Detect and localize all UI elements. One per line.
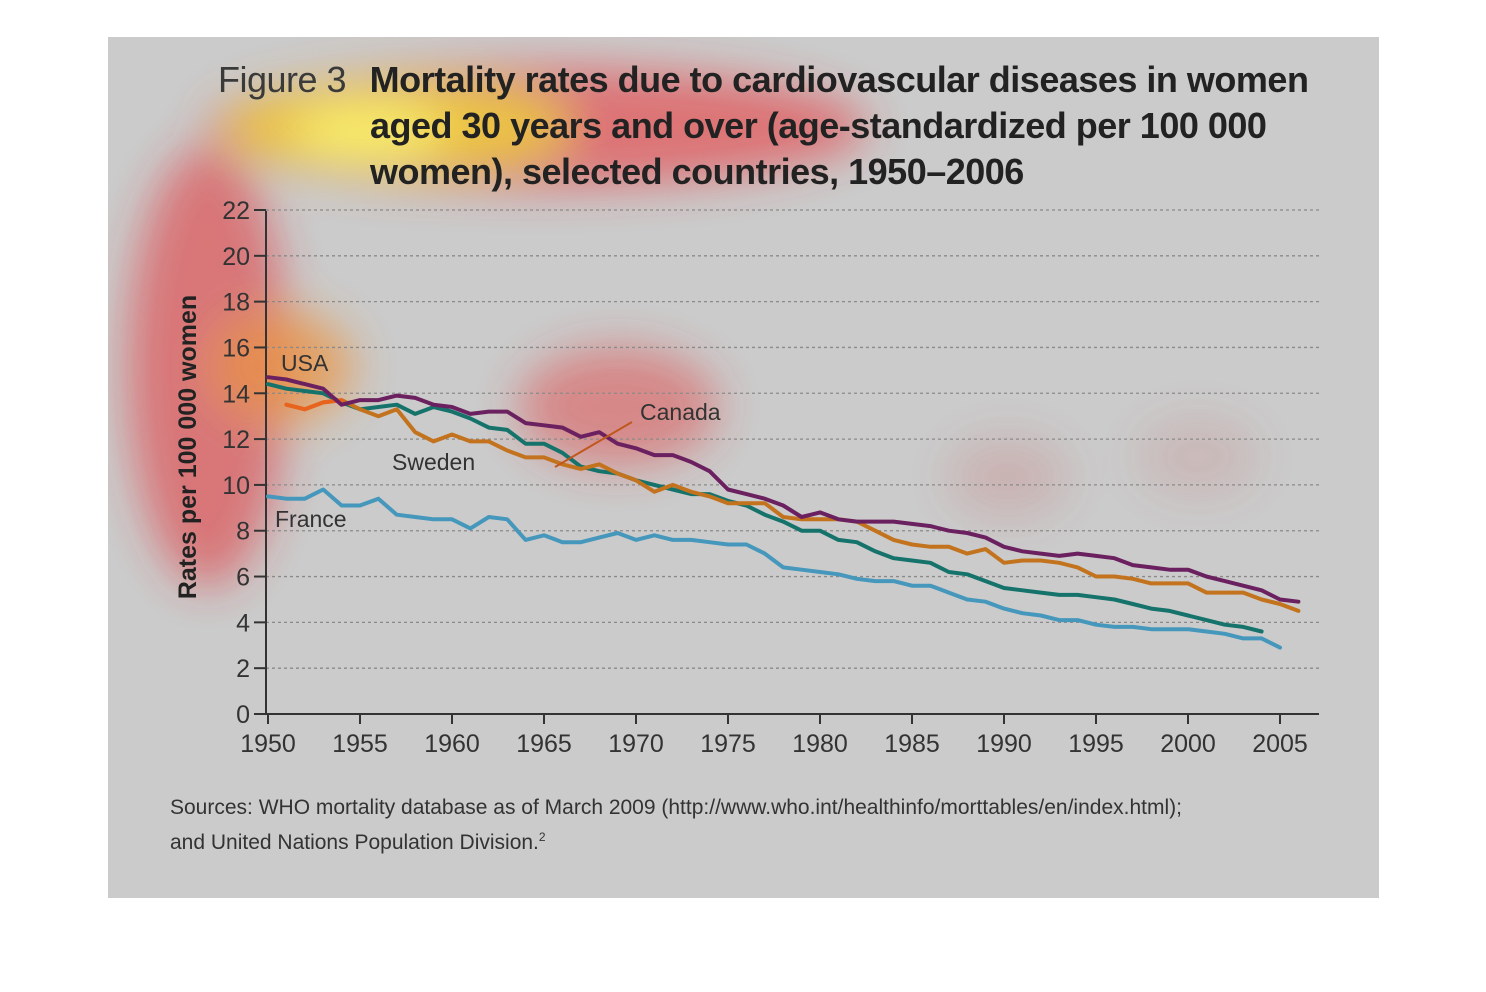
footnote-marker: 2 <box>538 830 546 844</box>
y-axis-title: Rates per 100 000 women <box>174 295 202 599</box>
series-line-canada <box>284 398 1301 613</box>
series-line-usa <box>266 375 1301 604</box>
y-tick-label: 8 <box>236 518 250 546</box>
source-note-line-1: Sources: WHO mortality database as of Ma… <box>170 796 1182 819</box>
figure-panel: 0 2 4 6 8 10 12 14 16 18 20 22 1950 1955 1960 1965 1970 1… <box>108 37 1379 898</box>
y-tick-label: 0 <box>236 701 250 729</box>
title-text-1: Mortality rates due to cardiovascular di… <box>369 59 1309 100</box>
y-tick-label: 2 <box>236 655 250 683</box>
y-tick-label: 6 <box>236 564 250 592</box>
y-tick-label: 10 <box>222 472 250 500</box>
series-line-canada-start <box>284 398 344 412</box>
chart-title-line-2: aged 30 years and over (age-standardized… <box>370 105 1267 146</box>
chart-canvas: 0 2 4 6 8 10 12 14 16 18 20 22 1950 1955 1960 1965 1970 1… <box>128 67 1319 758</box>
x-tick-label: 1970 <box>608 730 664 758</box>
figure-number: Figure 3 <box>218 59 347 100</box>
y-tick-label: 12 <box>222 426 250 454</box>
y-tick-label: 20 <box>222 243 250 271</box>
gridlines <box>266 209 1319 669</box>
chart-title-line-1: Figure 3 Mortality rates due to cardiova… <box>218 57 1309 103</box>
x-tick-label: 1965 <box>516 730 572 758</box>
heat-spot <box>1138 417 1258 497</box>
source-note-line-2: and United Nations Population Division.2 <box>170 830 546 855</box>
x-tick-label: 1980 <box>792 730 848 758</box>
y-tick-label: 18 <box>222 289 250 317</box>
series-label-canada: Canada <box>640 399 721 425</box>
x-tick-label: 1955 <box>332 730 388 758</box>
x-tick-label: 1985 <box>884 730 940 758</box>
x-tick-label: 1995 <box>1068 730 1124 758</box>
series-labels: USA Canada Sweden France <box>275 350 721 532</box>
series-line-france <box>266 487 1282 650</box>
heat-spot <box>518 347 718 467</box>
source-note-text: and United Nations Population Division. <box>170 831 539 854</box>
attention-heatmap-overlay <box>128 67 1258 587</box>
x-tick-label: 1950 <box>240 730 296 758</box>
series-lines <box>266 375 1301 650</box>
series-label-usa: USA <box>281 350 329 376</box>
y-tick-label: 14 <box>222 380 250 408</box>
x-tick-label: 2000 <box>1160 730 1216 758</box>
tick-labels: 0 2 4 6 8 10 12 14 16 18 20 22 1950 1955 1960 1965 1970 1… <box>222 197 1308 758</box>
x-tick-label: 2005 <box>1252 730 1308 758</box>
axes <box>265 211 1319 715</box>
y-tick-label: 16 <box>222 334 250 362</box>
chart-title-line-3: women), selected countries, 1950–2006 <box>370 151 1024 192</box>
heat-spot <box>948 437 1068 517</box>
y-tick-label: 22 <box>222 197 250 225</box>
heat-spot <box>293 102 443 162</box>
series-label-sweden: Sweden <box>392 449 475 475</box>
series-line-sweden <box>266 382 1264 634</box>
x-tick-label: 1990 <box>976 730 1032 758</box>
canada-leader-line <box>554 421 633 468</box>
x-tick-label: 1975 <box>700 730 756 758</box>
heat-spot <box>128 147 288 587</box>
y-tick-label: 4 <box>236 609 250 637</box>
series-label-france: France <box>275 506 347 532</box>
x-tick-label: 1960 <box>424 730 480 758</box>
